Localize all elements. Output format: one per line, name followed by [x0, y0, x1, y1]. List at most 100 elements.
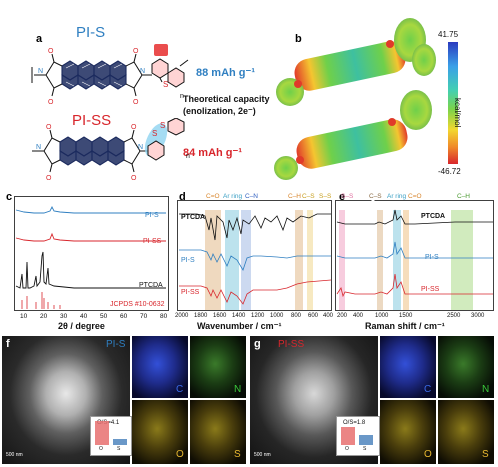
raman-xticks: 200 400 1000 1500 2500 3000 — [335, 313, 498, 321]
ftir-xticks: 2000 1800 1600 1400 1200 1000 800 600 40… — [175, 313, 335, 321]
pis-bar-label-s: S — [117, 446, 121, 452]
piss-bar-s — [359, 435, 373, 445]
pis-map-s-label: S — [234, 449, 241, 460]
svg-text:N: N — [36, 144, 41, 151]
pis-map-c-label: C — [176, 384, 184, 395]
pis-bar-label-o: O — [99, 446, 103, 452]
pis-title: PI-S — [76, 24, 106, 41]
pis-map-c — [132, 336, 188, 398]
colorbar — [448, 42, 458, 164]
svg-text:S: S — [160, 121, 165, 130]
piss-scale: 500 nm — [254, 452, 271, 458]
raman-tick: 2500 — [447, 313, 461, 319]
xrd-legend-piss: PI-SS — [143, 238, 162, 245]
ftir-tick: 1400 — [232, 313, 246, 319]
ftir-tick: 1800 — [194, 313, 208, 319]
ftir-tick: 800 — [291, 313, 302, 319]
raman-band-cs: C–S — [369, 193, 382, 200]
svg-text:O: O — [46, 175, 52, 182]
raman-tick: 400 — [353, 313, 364, 319]
piss-bar-o — [341, 427, 355, 445]
svg-text:N: N — [140, 68, 145, 75]
colorbar-min: -46.72 — [438, 167, 461, 176]
ftir-tick: 1600 — [213, 313, 227, 319]
xrd-jcpds-sticks — [21, 292, 61, 309]
pis-bar-o — [95, 421, 109, 445]
raman-xlabel: Raman shift / cm⁻¹ — [365, 321, 445, 331]
piss-ratio-inset: O/S=1.8 O S — [336, 416, 380, 456]
raman-legend-pis: PI-S — [425, 254, 439, 261]
panel-a: a PI-S PI-SS 88 mAh g⁻¹ 84 mAh g⁻¹ Theor… — [0, 0, 270, 190]
piss-capacity: 84 mAh g⁻¹ — [183, 147, 242, 159]
ftir-tick: 600 — [308, 313, 319, 319]
piss-map-o — [380, 400, 436, 464]
xrd-tick: 10 — [20, 313, 28, 320]
panel-c: c PI-S PI-SS PTCDA JCPDS #10-0632 10 20 … — [0, 190, 175, 332]
pis-scale: 500 nm — [6, 452, 23, 458]
raman-pis-line — [336, 241, 493, 259]
xrd-tick: 80 — [160, 313, 168, 320]
raman-piss-line — [336, 273, 493, 298]
ftir-legend-ptcda: PTCDA — [181, 214, 206, 221]
theoretical-line2: (enolization, 2e⁻) — [183, 106, 256, 116]
svg-text:S: S — [152, 129, 157, 138]
panel-d: d C=O Ar ring C–N C–H C–S S–S PTCDA PI-S… — [175, 190, 335, 332]
svg-text:N: N — [38, 68, 43, 75]
svg-text:n: n — [180, 93, 184, 100]
piss-map-n-label: N — [482, 384, 490, 395]
pis-map-o-label: O — [176, 449, 184, 460]
raman-plot — [335, 200, 494, 311]
xrd-tick: 30 — [60, 313, 68, 320]
colorbar-max: 41.75 — [438, 30, 459, 39]
ftir-tick: 2000 — [175, 313, 189, 319]
raman-tick: 3000 — [471, 313, 485, 319]
pis-bar-s — [113, 439, 127, 445]
piss-bar-label-o: O — [345, 446, 349, 452]
piss-title: PI-SS — [72, 112, 112, 129]
raman-legend-ptcda: PTCDA — [421, 213, 446, 220]
piss-map-n — [438, 336, 494, 398]
ftir-legend-pis: PI-S — [181, 257, 195, 264]
svg-text:n: n — [186, 153, 190, 160]
pis-map-n-label: N — [234, 384, 242, 395]
pis-ratio-inset: O/S=4.1 O S — [90, 416, 132, 456]
svg-text:S: S — [163, 80, 168, 89]
svg-text:O: O — [133, 48, 139, 55]
xrd-xticks: 10 20 30 40 50 60 70 80 — [14, 313, 172, 321]
ftir-band-ar: Ar ring — [223, 193, 243, 200]
svg-text:O: O — [46, 124, 52, 131]
pis-map-o — [132, 400, 188, 464]
theoretical-line1: Theoretical capacity — [183, 94, 270, 104]
piss-map-s — [438, 400, 494, 464]
ftir-ptcda-line — [179, 213, 331, 241]
pis-eds-title: PI-S — [106, 339, 126, 350]
piss-map-c — [380, 336, 436, 398]
raman-band-ch: C–H — [457, 193, 471, 200]
piss-ratio-text: O/S=1.8 — [343, 420, 366, 426]
panel-d-label: d — [179, 191, 186, 203]
svg-text:O: O — [133, 99, 139, 106]
raman-tick: 200 — [337, 313, 348, 319]
piss-map-c-label: C — [424, 384, 432, 395]
xrd-ptcda-line — [15, 251, 166, 289]
ftir-band-co: C=O — [206, 193, 220, 200]
ftir-legend-piss: PI-SS — [181, 289, 200, 296]
svg-text:O: O — [131, 124, 137, 131]
ftir-plot — [177, 200, 332, 311]
raman-band-ar: Ar ring — [387, 193, 407, 200]
xrd-xlabel: 2θ / degree — [58, 321, 105, 331]
svg-text:O: O — [48, 99, 54, 106]
ftir-tick: 400 — [323, 313, 334, 319]
panel-g: g PI-SS 500 nm O/S=1.8 O S C N O S — [250, 336, 494, 464]
xrd-tick: 50 — [100, 313, 108, 320]
esp-pis — [276, 18, 436, 106]
esp-piss — [274, 90, 432, 180]
panel-f-label: f — [6, 338, 10, 350]
piss-bar-label-s: S — [363, 446, 367, 452]
piss-map-s-label: S — [482, 449, 489, 460]
raman-ptcda-line — [336, 209, 493, 225]
ftir-xlabel: Wavenumber / cm⁻¹ — [197, 321, 282, 331]
raman-band-co: C=O — [408, 193, 422, 200]
piss-structure: O O O O N N S S n — [32, 118, 190, 182]
ftir-pis-line — [179, 249, 331, 271]
